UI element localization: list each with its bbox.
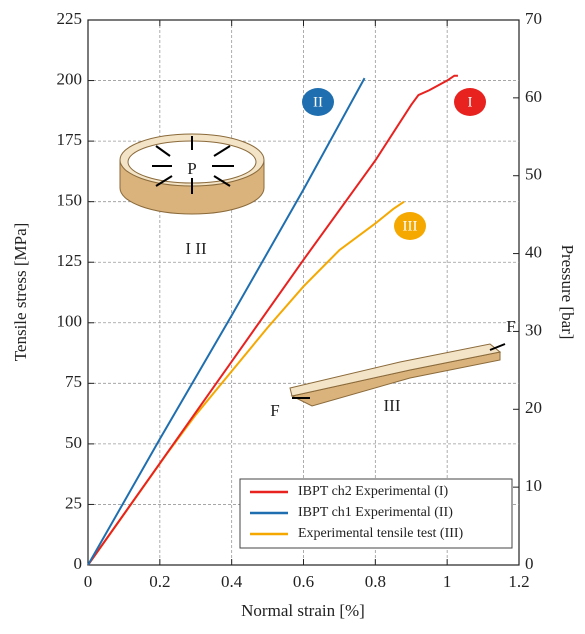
y-tick-label: 100 <box>57 312 83 331</box>
series-line <box>87 77 366 566</box>
legend-label: Experimental tensile test (III) <box>298 526 464 541</box>
y-tick-label: 25 <box>65 493 82 512</box>
y2-tick-label: 60 <box>525 87 542 106</box>
annotation-badge <box>394 212 426 240</box>
legend: IBPT ch2 Experimental (I) IBPT ch1 Experi… <box>239 478 513 549</box>
annotation-badge <box>454 88 486 116</box>
y2-tick-label: 50 <box>525 165 542 184</box>
x-tick-label: 0.2 <box>149 572 170 591</box>
y2-tick-label: 30 <box>525 320 542 339</box>
x-tick-label: 0.4 <box>221 572 243 591</box>
annotation: I II <box>185 239 207 258</box>
y-tick-label: 225 <box>57 9 83 28</box>
series-line <box>87 74 458 566</box>
y-tick-label: 0 <box>74 554 83 573</box>
x-tick-label: 1.2 <box>508 572 529 591</box>
annotation: III <box>403 218 418 234</box>
y-axis-label: Tensile stress [MPa] <box>11 223 30 362</box>
legend-label: IBPT ch2 Experimental (I) <box>298 484 449 499</box>
y2-tick-label: 20 <box>525 398 542 417</box>
y-tick-label: 175 <box>57 130 83 149</box>
bar-illustration <box>289 343 506 407</box>
y2-axis-label: Pressure [bar] <box>558 245 577 340</box>
annotation: II <box>313 94 323 110</box>
y-tick-label: 125 <box>57 251 83 270</box>
y2-tick-label: 40 <box>525 242 542 261</box>
y2-tick-label: 70 <box>525 9 542 28</box>
annotation-badge <box>302 88 334 116</box>
annotation: F <box>270 401 279 420</box>
ring-illustration <box>119 133 265 215</box>
legend-label: IBPT ch1 Experimental (II) <box>298 505 453 520</box>
annotation: P <box>187 159 196 178</box>
x-tick-label: 0.8 <box>365 572 386 591</box>
x-tick-label: 0 <box>84 572 93 591</box>
x-axis-label: Normal strain [%] <box>241 601 365 620</box>
y2-tick-label: 0 <box>525 554 534 573</box>
y2-tick-label: 10 <box>525 476 542 495</box>
annotation: I <box>468 94 473 110</box>
y-tick-label: 200 <box>57 69 83 88</box>
x-tick-label: 0.6 <box>293 572 314 591</box>
y-tick-label: 75 <box>65 372 82 391</box>
y-tick-label: 150 <box>57 191 83 210</box>
annotation: III <box>384 396 401 415</box>
y-tick-label: 50 <box>65 433 82 452</box>
x-tick-label: 1 <box>443 572 452 591</box>
annotation: F <box>506 317 515 336</box>
